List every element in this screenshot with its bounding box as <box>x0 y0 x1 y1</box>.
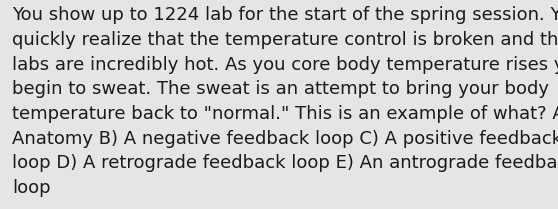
Text: loop D) A retrograde feedback loop E) An antrograde feedback: loop D) A retrograde feedback loop E) An… <box>12 154 558 172</box>
Text: temperature back to "normal." This is an example of what? A): temperature back to "normal." This is an… <box>12 105 558 123</box>
Text: quickly realize that the temperature control is broken and the: quickly realize that the temperature con… <box>12 31 558 49</box>
Text: Anatomy B) A negative feedback loop C) A positive feedback: Anatomy B) A negative feedback loop C) A… <box>12 130 558 148</box>
Text: You show up to 1224 lab for the start of the spring session. You: You show up to 1224 lab for the start of… <box>12 6 558 24</box>
Text: begin to sweat. The sweat is an attempt to bring your body: begin to sweat. The sweat is an attempt … <box>12 80 549 98</box>
Text: loop: loop <box>12 179 51 197</box>
Text: labs are incredibly hot. As you core body temperature rises you: labs are incredibly hot. As you core bod… <box>12 56 558 74</box>
